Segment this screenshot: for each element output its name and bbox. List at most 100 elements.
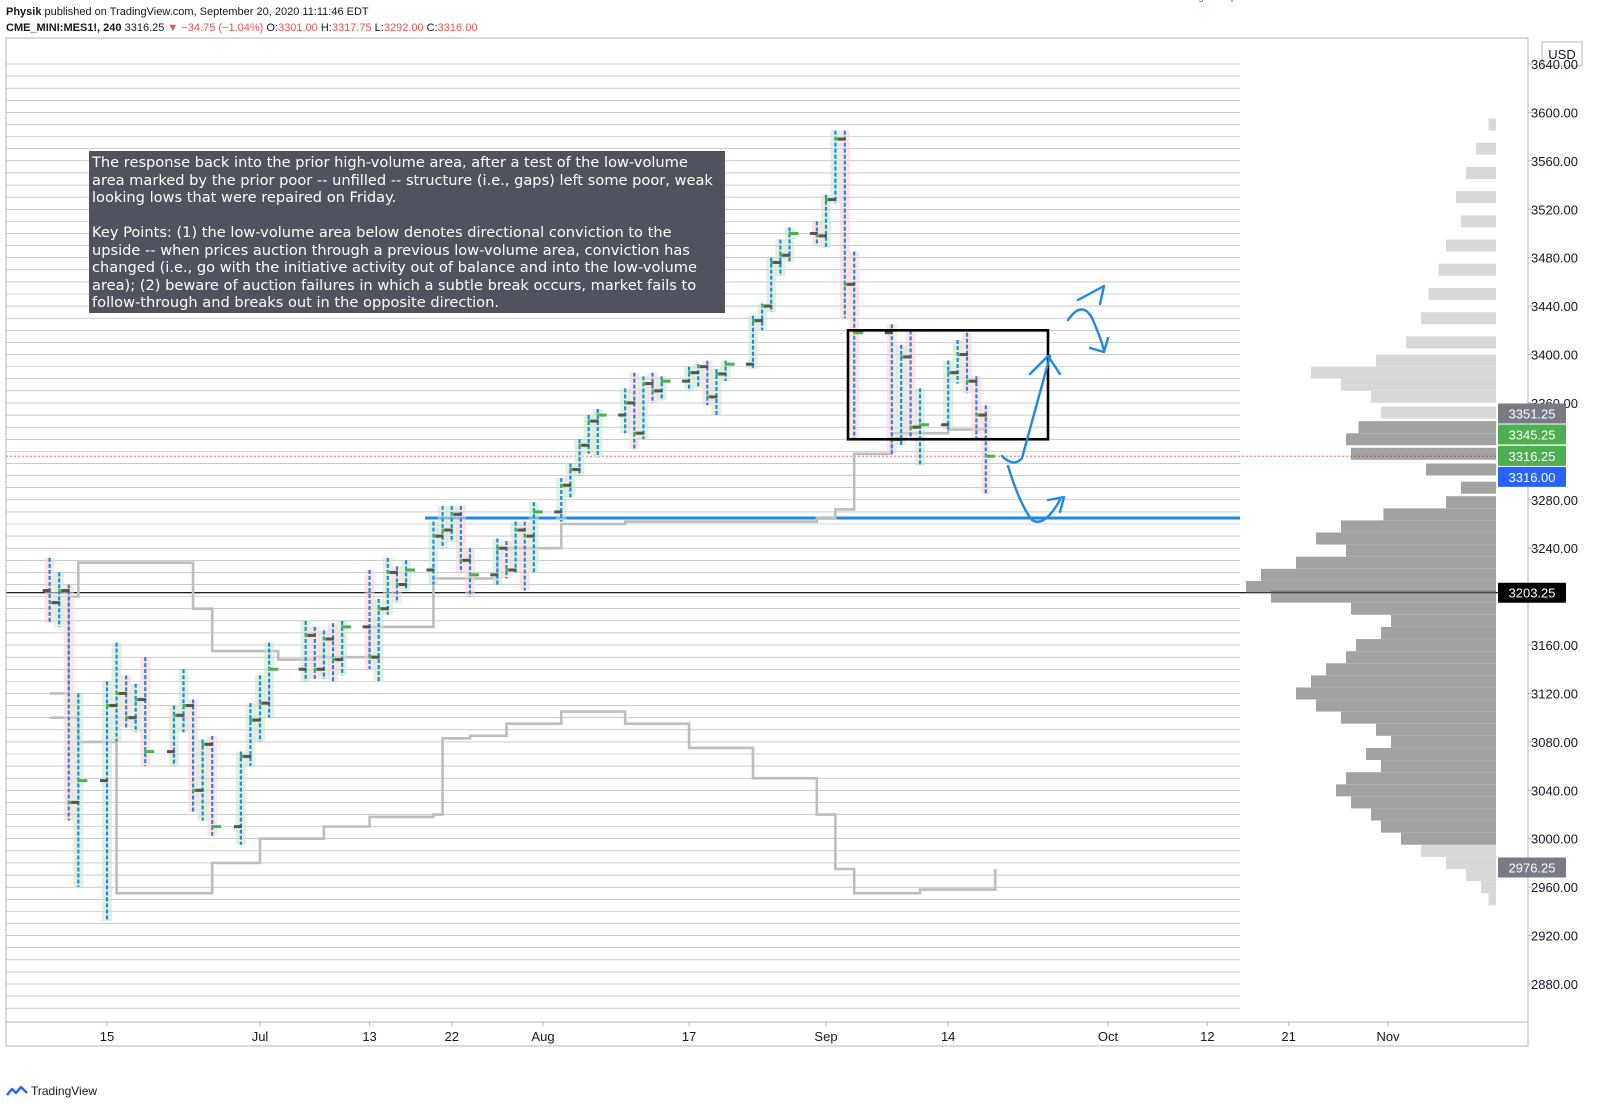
tradingview-logo-icon <box>6 1085 28 1096</box>
profile-bar <box>1428 288 1496 300</box>
price-tag <box>1498 466 1566 487</box>
level-labels: Single PrintsVPOCVPOCTGapBGapVPOCVPOCVPO… <box>1185 0 1236 2</box>
candle-range <box>328 623 339 682</box>
price-change: ▼ −34.75 (−1.04%) <box>167 22 264 34</box>
symbol-label[interactable]: CME_MINI:MES1!, 240 <box>6 22 122 34</box>
level-label: VPOC <box>1210 0 1236 2</box>
profile-bar <box>1488 118 1496 131</box>
y-tick-label: 3640.00 <box>1531 57 1578 72</box>
high-label: H: <box>320 22 332 34</box>
profile-bar <box>1421 312 1496 325</box>
y-tick-label: 3080.00 <box>1531 735 1578 750</box>
profile-bar <box>1438 263 1496 276</box>
profile-bar <box>1341 711 1496 724</box>
profile-bar <box>1426 463 1496 476</box>
footer-brand-text: TradingView <box>31 1084 98 1098</box>
profile-bar <box>1358 421 1496 434</box>
y-tick-label: 3400.00 <box>1531 348 1578 363</box>
x-tick-label: 15 <box>100 1029 114 1044</box>
price-tag <box>1498 582 1566 603</box>
candle-range <box>197 739 208 821</box>
currency-box[interactable] <box>1541 41 1583 67</box>
level-label: VPOC <box>1210 0 1236 2</box>
profile-bar <box>1376 354 1496 367</box>
x-tick-label: 17 <box>682 1029 696 1044</box>
candle-range <box>720 360 731 382</box>
profile-bar <box>1346 772 1496 785</box>
profile-bar <box>1446 496 1496 509</box>
profile-bar <box>1488 893 1496 906</box>
price-tag <box>1498 424 1566 445</box>
profile-bar <box>1311 675 1496 688</box>
profile-bar <box>1371 390 1496 403</box>
arrow-up-head <box>1028 354 1062 376</box>
profile-bar <box>1351 796 1496 809</box>
volume-profile <box>1246 118 1496 906</box>
arrow-up-path <box>1000 354 1052 464</box>
profile-bar <box>1466 869 1496 882</box>
level-label: VPOC <box>1210 0 1236 2</box>
x-tick-label: Sep <box>814 1029 837 1044</box>
balance-box <box>846 329 1050 441</box>
currency-label: USD <box>1548 47 1575 62</box>
profile-bar <box>1383 508 1496 521</box>
x-tick-label: Oct <box>1098 1029 1119 1044</box>
y-tick-label: 3120.00 <box>1531 686 1578 701</box>
low-label: L: <box>374 22 384 34</box>
price-tag <box>1498 445 1566 466</box>
profile-bar <box>1316 532 1496 545</box>
last-price: 3316.25 <box>124 22 165 34</box>
chart-header: Physik published on TradingView.com, Sep… <box>6 4 477 36</box>
profile-bar <box>1326 663 1496 676</box>
price-tag-label: 3345.25 <box>1509 428 1556 443</box>
level-label: VPOC <box>1210 0 1236 2</box>
y-tick-label: 3480.00 <box>1531 251 1578 266</box>
price-tag-label: 3316.00 <box>1509 470 1556 485</box>
arrow-chop-head2 <box>1088 336 1110 354</box>
y-tick-label: 2880.00 <box>1531 977 1578 992</box>
y-tick-label: 3000.00 <box>1531 832 1578 847</box>
x-tick-label: 12 <box>1200 1029 1214 1044</box>
high-value: 3317.75 <box>331 22 372 34</box>
profile-bar <box>1336 784 1496 797</box>
candle-range <box>519 521 530 591</box>
axes: USD 3640.00 3600.00 3560.00 3520.00 3480.00 3… <box>5 37 1583 1047</box>
profile-bar <box>1421 844 1496 857</box>
x-tick-label: Aug <box>531 1029 554 1044</box>
x-tick-label: 14 <box>941 1029 955 1044</box>
footer-brand[interactable]: TradingView <box>6 1084 97 1098</box>
y-tick-label: 3600.00 <box>1531 105 1578 120</box>
drawings <box>846 284 1110 523</box>
author-name[interactable]: Physik <box>6 6 42 18</box>
arrow-down-head <box>1046 495 1066 514</box>
level-label: VPOC <box>1210 0 1236 2</box>
price-tag-label: 3203.25 <box>1509 586 1556 601</box>
x-tick-label: 13 <box>362 1029 376 1044</box>
profile-bar <box>1271 590 1496 603</box>
candle-range <box>373 599 384 682</box>
profile-bar <box>1461 215 1496 228</box>
x-tick-label: 22 <box>444 1029 458 1044</box>
profile-bar <box>1246 580 1496 593</box>
level-label: VPOC <box>1210 0 1236 2</box>
candle-range <box>702 360 713 406</box>
close-label: C: <box>426 22 438 34</box>
y-tick-label: 3440.00 <box>1531 299 1578 314</box>
candle-range <box>565 463 576 498</box>
profile-bar <box>1381 406 1496 419</box>
level-label: BGap <box>1213 0 1236 2</box>
annotation-note[interactable]: The response back into the prior high-vo… <box>89 151 725 313</box>
candles <box>42 130 995 922</box>
y-tick-label: 3240.00 <box>1531 541 1578 556</box>
candle-range <box>102 681 112 922</box>
vwap-bands <box>49 415 997 895</box>
profile-bar <box>1346 433 1496 446</box>
profile-bar <box>1391 735 1496 748</box>
candle-range <box>620 388 631 434</box>
profile-bar <box>1296 556 1496 569</box>
candle-range <box>784 227 795 263</box>
x-tick-label: 21 <box>1281 1029 1295 1044</box>
profile-bar <box>1356 639 1496 652</box>
price-tag <box>1498 403 1566 424</box>
